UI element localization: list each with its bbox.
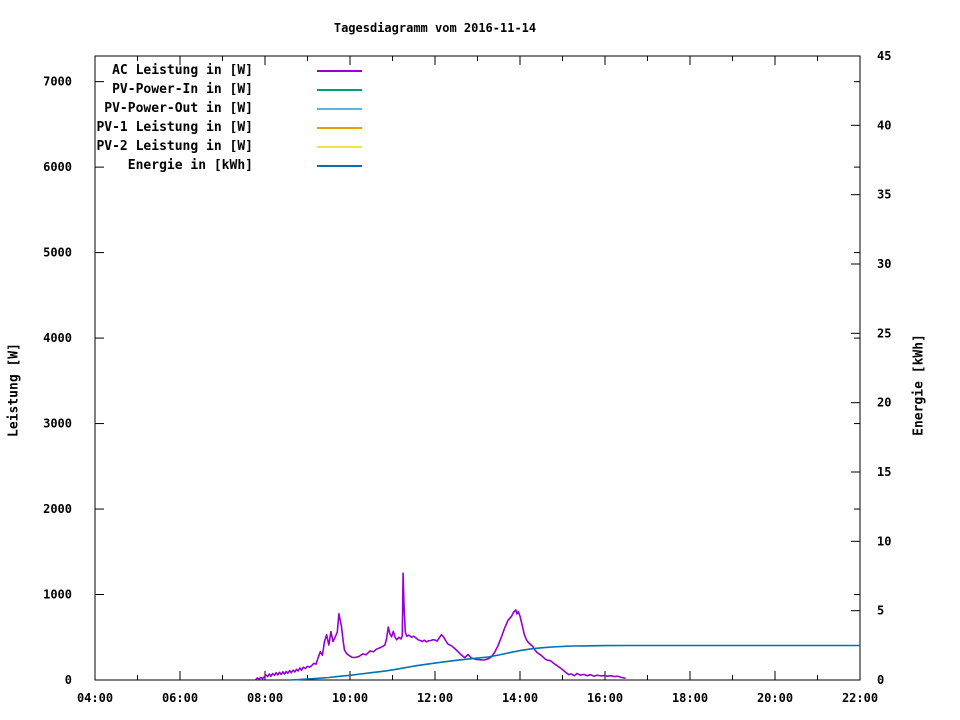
y-axis-label: Leistung [W] bbox=[6, 343, 22, 437]
y2-tick-label: 0 bbox=[877, 673, 884, 687]
y2-tick-label: 20 bbox=[877, 396, 891, 410]
x-tick-label: 18:00 bbox=[672, 691, 708, 705]
y-tick-label: 7000 bbox=[43, 75, 72, 89]
x-tick-label: 04:00 bbox=[77, 691, 113, 705]
y2-tick-label: 5 bbox=[877, 604, 884, 618]
y2-tick-label: 15 bbox=[877, 465, 891, 479]
x-tick-label: 20:00 bbox=[757, 691, 793, 705]
x-tick-label: 22:00 bbox=[842, 691, 878, 705]
y2-tick-label: 45 bbox=[877, 49, 891, 63]
y-tick-label: 2000 bbox=[43, 502, 72, 516]
y-tick-label: 4000 bbox=[43, 331, 72, 345]
y2-tick-label: 35 bbox=[877, 188, 891, 202]
y2-axis-label: Energie [kWh] bbox=[911, 334, 927, 436]
x-tick-label: 12:00 bbox=[417, 691, 453, 705]
y2-tick-label: 10 bbox=[877, 534, 891, 548]
series-line-energie-in-kwh bbox=[288, 644, 861, 681]
y-tick-label: 3000 bbox=[43, 417, 72, 431]
x-tick-label: 16:00 bbox=[587, 691, 623, 705]
series-line-ac-leistung-in-w bbox=[254, 572, 626, 681]
y-tick-label: 0 bbox=[65, 673, 72, 687]
y-tick-label: 6000 bbox=[43, 160, 72, 174]
chart-title: Tagesdiagramm vom 2016-11-14 bbox=[333, 21, 537, 35]
x-tick-label: 06:00 bbox=[162, 691, 198, 705]
plot-border bbox=[94, 55, 861, 681]
x-tick-label: 14:00 bbox=[502, 691, 538, 705]
x-tick-label: 10:00 bbox=[332, 691, 368, 705]
y-tick-label: 1000 bbox=[43, 588, 72, 602]
y2-tick-label: 30 bbox=[877, 257, 891, 271]
y2-tick-label: 40 bbox=[877, 118, 891, 132]
x-tick-label: 08:00 bbox=[247, 691, 283, 705]
y-tick-label: 5000 bbox=[43, 246, 72, 260]
y2-tick-label: 25 bbox=[877, 326, 891, 340]
